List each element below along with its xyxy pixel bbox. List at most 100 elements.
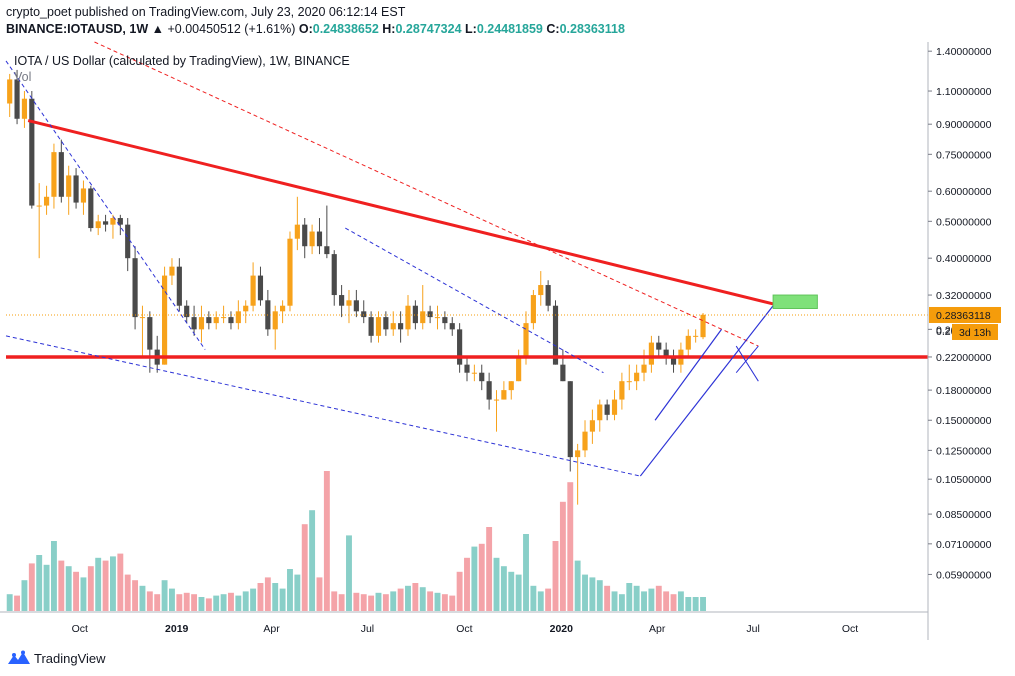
x-tick-label: 2020 — [550, 623, 574, 635]
candle-body — [198, 317, 205, 330]
candle-body — [693, 335, 699, 337]
candle-body — [530, 295, 536, 324]
volume-bar — [154, 594, 161, 611]
volume-bar — [441, 594, 448, 611]
volume-bar — [545, 588, 552, 611]
candle-body — [184, 305, 190, 318]
x-tick-label: 2019 — [165, 623, 189, 635]
volume-bar — [471, 546, 478, 611]
candle-body — [471, 372, 477, 374]
volume-bar — [641, 591, 647, 611]
volume-bar — [464, 557, 470, 611]
volume-bar — [65, 566, 72, 611]
volume-bar — [316, 577, 323, 611]
x-tick-label: Oct — [842, 623, 858, 635]
tradingview-brand[interactable]: TradingView — [34, 651, 106, 666]
volume-bar — [360, 594, 367, 611]
candle-body — [368, 317, 374, 336]
price-chart[interactable]: 1.40000000 1.10000000 0.90000000 0.75000000… — [0, 0, 1015, 640]
candle-body — [545, 285, 551, 306]
volume-bar — [117, 553, 124, 611]
candle-body — [427, 311, 433, 318]
candle-body — [656, 342, 662, 350]
candle-body — [405, 305, 411, 330]
volume-bar — [677, 591, 684, 611]
candle-body — [457, 329, 463, 365]
volume-bar — [183, 592, 190, 611]
volume-bar — [205, 598, 212, 611]
volume-bar — [692, 597, 699, 611]
volume-bar — [655, 585, 662, 611]
y-tick-label: 0.75000000 — [936, 149, 992, 161]
candle-body — [21, 98, 28, 119]
symbol-label: BINANCE:IOTAUSD, 1W — [6, 22, 149, 36]
volume-bar — [220, 594, 227, 611]
volume-bar — [43, 564, 50, 611]
channel-upper-line — [654, 329, 722, 421]
time-axis[interactable]: Oct 2019 Apr Jul Oct 2020 Apr Jul Oct — [0, 611, 928, 635]
volume-bar — [87, 566, 94, 611]
volume-bar — [537, 591, 544, 611]
x-tick-label: Oct — [72, 623, 88, 635]
low-value: 0.24481859 — [476, 22, 543, 36]
candle-body — [117, 218, 123, 225]
candle-body — [58, 152, 64, 197]
volume-bar — [169, 588, 175, 611]
volume-bar — [50, 541, 57, 611]
volume-legend-label: Vol — [14, 70, 32, 84]
candle-body — [95, 221, 101, 229]
candle-body — [339, 295, 345, 306]
volume-bar — [508, 571, 515, 611]
y-tick-label: 0.12500000 — [936, 445, 992, 457]
x-tick-label: Apr — [649, 623, 666, 635]
volume-bar — [633, 585, 640, 611]
candle-body — [486, 381, 492, 400]
volume-bar — [648, 588, 655, 611]
candle-body — [125, 224, 131, 259]
price-axis[interactable]: 1.40000000 1.10000000 0.90000000 0.75000000… — [927, 42, 1001, 640]
volume-bar — [95, 557, 102, 611]
candle-body — [66, 175, 72, 197]
y-tick-label: 1.40000000 — [936, 46, 992, 58]
volume-bar — [6, 594, 13, 611]
candle-body — [29, 98, 35, 206]
tradingview-logo-icon[interactable] — [8, 650, 30, 666]
candle-body — [390, 323, 396, 330]
candle-body — [626, 381, 632, 383]
y-tick-label: 0.50000000 — [936, 216, 992, 228]
volume-bar — [567, 482, 574, 611]
candle-body — [213, 317, 219, 324]
candle-body — [442, 317, 448, 324]
volume-bar — [346, 535, 352, 611]
candle-body — [43, 196, 50, 206]
candle-body — [191, 317, 197, 330]
candle-body — [560, 364, 566, 382]
candle-body — [51, 152, 57, 197]
drawing-tools — [5, 41, 928, 477]
candle-body — [139, 317, 146, 319]
y-tick-label: 0.40000000 — [936, 253, 992, 265]
candle-body — [420, 311, 426, 324]
candle-body — [597, 404, 603, 421]
candle-body — [479, 372, 485, 382]
last-price-tag — [929, 306, 1001, 323]
volume-bar — [323, 471, 330, 611]
close-value: 0.28363118 — [559, 22, 625, 36]
volume-bar — [73, 571, 80, 611]
candle-body — [257, 275, 264, 301]
candle-body — [567, 381, 573, 458]
candle-body — [538, 285, 544, 296]
candle-body — [582, 431, 588, 451]
candle-body — [206, 317, 212, 324]
publisher-line: crypto_poet published on TradingView.com… — [6, 5, 406, 19]
volume-bar — [390, 591, 397, 611]
candle-body — [176, 266, 182, 306]
volume-bar — [235, 595, 242, 611]
candle-body — [324, 246, 330, 255]
footer: TradingView — [0, 640, 1015, 676]
volume-bar — [309, 510, 316, 611]
candle-body — [449, 323, 455, 330]
volume-bar — [139, 585, 146, 611]
volume-bar — [161, 580, 168, 611]
volume-bar — [618, 594, 625, 611]
